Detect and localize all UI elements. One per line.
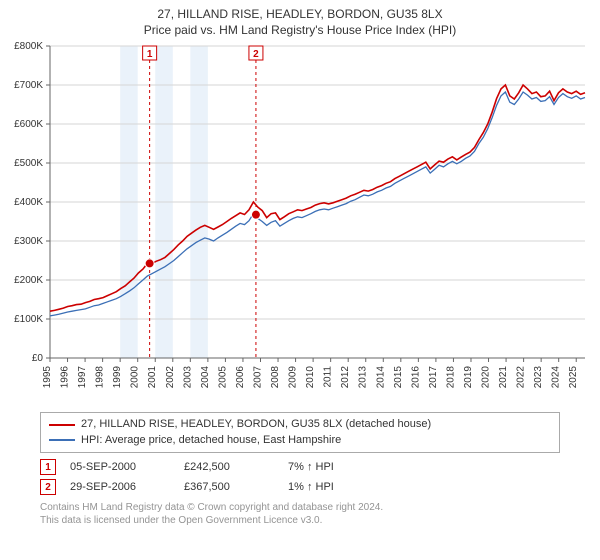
line-chart: £0 £100K £200K £300K £400K £500K £600K £700K £80… [0,38,600,408]
event-table: 1 05-SEP-2000 £242,500 7% ↑ HPI 2 29-SEP-2006… [40,457,560,497]
footer-line2: This data is licensed under the Open Gov… [40,514,560,527]
svg-text:2021: 2021 [498,366,509,389]
svg-text:2019: 2019 [463,366,474,389]
footer-attribution: Contains HM Land Registry data © Crown c… [40,501,560,527]
svg-text:£400K: £400K [14,197,43,208]
svg-text:£0: £0 [32,353,44,364]
event-delta: 7% ↑ HPI [288,461,408,473]
svg-text:2025: 2025 [568,366,579,389]
legend-row: 27, HILLAND RISE, HEADLEY, BORDON, GU35 … [49,417,551,432]
svg-text:2010: 2010 [305,366,316,389]
svg-text:£600K: £600K [14,119,43,130]
svg-text:2018: 2018 [445,366,456,389]
svg-text:1997: 1997 [77,366,88,389]
svg-text:2001: 2001 [147,366,158,389]
event-date: 29-SEP-2006 [70,481,170,493]
svg-text:2011: 2011 [323,366,334,388]
footer-line1: Contains HM Land Registry data © Crown c… [40,501,560,514]
svg-text:2003: 2003 [182,366,193,389]
svg-text:£100K: £100K [14,314,43,325]
legend-label: HPI: Average price, detached house, East… [81,433,341,448]
svg-text:2002: 2002 [165,366,176,389]
svg-text:£200K: £200K [14,275,43,286]
title-line1: 27, HILLAND RISE, HEADLEY, BORDON, GU35 … [0,6,600,22]
svg-text:2024: 2024 [551,366,562,389]
legend-label: 27, HILLAND RISE, HEADLEY, BORDON, GU35 … [81,417,431,432]
event-marker: 2 [40,479,56,495]
event-date: 05-SEP-2000 [70,461,170,473]
svg-text:2020: 2020 [481,366,492,389]
svg-text:1: 1 [147,49,153,60]
svg-text:2015: 2015 [393,366,404,389]
svg-text:2023: 2023 [533,366,544,389]
svg-text:2009: 2009 [288,366,299,389]
svg-text:1996: 1996 [60,366,71,389]
legend-swatch [49,424,75,426]
event-delta: 1% ↑ HPI [288,481,408,493]
svg-text:1995: 1995 [42,366,53,389]
svg-text:2014: 2014 [375,366,386,389]
svg-text:2012: 2012 [340,366,351,389]
svg-text:2008: 2008 [270,366,281,389]
chart-titles: 27, HILLAND RISE, HEADLEY, BORDON, GU35 … [0,0,600,38]
svg-text:1999: 1999 [112,366,123,389]
svg-text:£700K: £700K [14,80,43,91]
svg-text:2004: 2004 [200,366,211,389]
title-line2: Price paid vs. HM Land Registry's House … [0,22,600,38]
event-marker: 1 [40,459,56,475]
svg-text:2006: 2006 [235,366,246,389]
svg-text:2013: 2013 [358,366,369,389]
event-row: 1 05-SEP-2000 £242,500 7% ↑ HPI [40,457,560,477]
svg-text:2017: 2017 [428,366,439,389]
svg-text:1998: 1998 [95,366,106,389]
svg-text:2022: 2022 [516,366,527,389]
legend-swatch [49,439,75,441]
svg-text:£300K: £300K [14,236,43,247]
svg-text:£500K: £500K [14,158,43,169]
svg-text:2000: 2000 [130,366,141,389]
event-price: £242,500 [184,461,274,473]
svg-text:2007: 2007 [252,366,263,389]
legend-row: HPI: Average price, detached house, East… [49,433,551,448]
event-row: 2 29-SEP-2006 £367,500 1% ↑ HPI [40,477,560,497]
legend: 27, HILLAND RISE, HEADLEY, BORDON, GU35 … [40,412,560,453]
svg-text:£800K: £800K [14,41,43,52]
svg-text:2016: 2016 [410,366,421,389]
svg-text:2: 2 [253,49,259,60]
event-price: £367,500 [184,481,274,493]
svg-text:2005: 2005 [217,366,228,389]
